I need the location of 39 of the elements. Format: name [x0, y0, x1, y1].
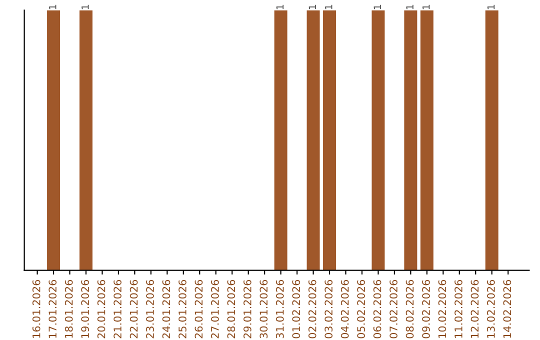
x-tick-label: 10.02.2026 — [438, 280, 446, 338]
data-label: 1 — [308, 4, 316, 10]
x-tick-label: 19.01.2026 — [81, 280, 90, 338]
data-label: 1 — [325, 4, 332, 10]
x-tick-label: 17.01.2026 — [48, 280, 57, 338]
x-tick-label: 18.01.2026 — [64, 280, 73, 338]
x-tick-label: 07.02.2026 — [390, 280, 398, 338]
data-label: 1 — [374, 4, 381, 10]
x-tick-label: 06.02.2026 — [373, 280, 382, 338]
x-tick-label: 25.01.2026 — [178, 280, 186, 338]
x-tick-label: 21.01.2026 — [114, 280, 122, 338]
x-tick-label: 22.01.2026 — [130, 280, 138, 338]
x-tick-label: 29.01.2026 — [243, 280, 252, 338]
x-tick-label: 12.02.2026 — [470, 280, 479, 338]
x-tick-label: 05.02.2026 — [357, 280, 366, 338]
data-label: 1 — [82, 4, 89, 10]
x-tick-label: 28.01.2026 — [227, 280, 236, 338]
data-label: 1 — [406, 4, 414, 10]
data-label: 1 — [487, 4, 495, 10]
x-tick-label: 11.02.2026 — [454, 280, 462, 338]
x-tick-label: 16.01.2026 — [32, 280, 40, 338]
x-tick-label: 04.02.2026 — [340, 280, 349, 338]
x-tick-label: 14.02.2026 — [503, 280, 512, 338]
x-tick-label: 02.02.2026 — [308, 280, 316, 338]
x-tick-label: 24.01.2026 — [162, 280, 170, 338]
x-tick-label: 20.01.2026 — [97, 280, 106, 338]
x-tick-label: 01.02.2026 — [292, 280, 300, 338]
x-tick-label: 13.02.2026 — [487, 280, 495, 338]
data-label: 1 — [422, 4, 430, 10]
x-tick-label: 23.01.2026 — [146, 280, 154, 338]
x-tick-label: 31.01.2026 — [276, 280, 284, 338]
x-tick-label: 30.01.2026 — [260, 280, 268, 338]
x-tick-label: 08.02.2026 — [406, 280, 414, 338]
x-tick-label: 09.02.2026 — [422, 280, 430, 338]
x-tick-label: 26.01.2026 — [194, 280, 203, 338]
data-label: 1 — [276, 4, 284, 10]
x-tick-label: 27.01.2026 — [211, 280, 219, 338]
data-label: 1 — [49, 4, 56, 10]
x-tick-label: 03.02.2026 — [324, 280, 333, 338]
